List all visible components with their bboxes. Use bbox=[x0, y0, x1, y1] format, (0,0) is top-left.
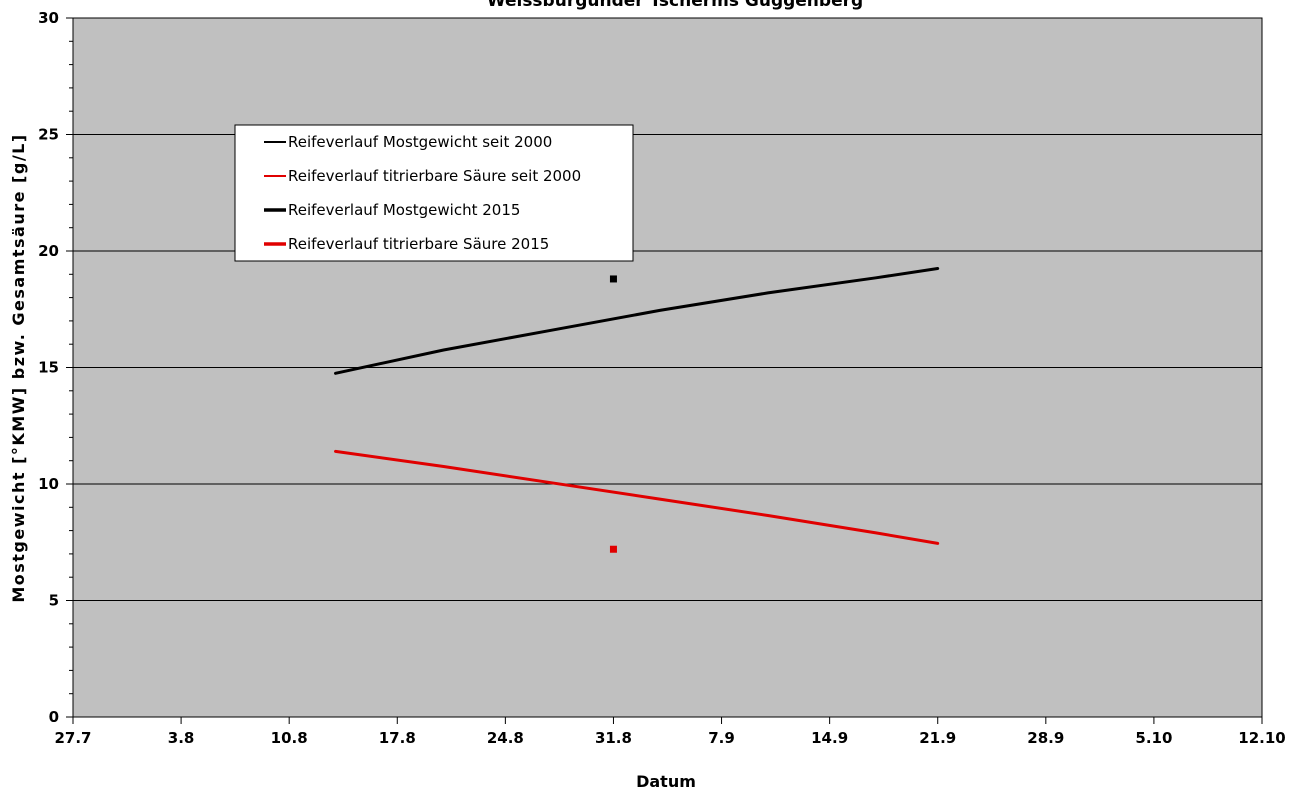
legend: Reifeverlauf Mostgewicht seit 2000 Reifev… bbox=[234, 124, 634, 262]
x-tick-label: 5.10 bbox=[1135, 729, 1172, 747]
y-tick-label: 20 bbox=[38, 242, 59, 260]
x-tick-label: 21.9 bbox=[919, 729, 956, 747]
y-tick-label: 5 bbox=[49, 592, 59, 610]
x-axis-title: Datum bbox=[636, 772, 696, 791]
x-tick-label: 27.7 bbox=[54, 729, 91, 747]
x-tick-label: 31.8 bbox=[595, 729, 632, 747]
y-tick-label: 30 bbox=[38, 9, 59, 27]
series-marker-2 bbox=[609, 275, 617, 283]
chart-title: Weissburgunder Tscherms Guggenberg bbox=[487, 0, 863, 11]
x-tick-label: 3.8 bbox=[168, 729, 195, 747]
x-tick-label: 17.8 bbox=[379, 729, 416, 747]
x-tick-label: 28.9 bbox=[1027, 729, 1064, 747]
tick-labels: 0 5 10 15 20 25 30 27.7 3.8 10.8 17.8 24.8 31.8 7.9 14… bbox=[38, 9, 1286, 747]
axes bbox=[66, 17, 1263, 724]
y-tick-label: 25 bbox=[38, 126, 59, 144]
legend-label: Reifeverlauf Mostgewicht 2015 bbox=[288, 201, 520, 219]
legend-label: Reifeverlauf titrierbare Säure seit 2000 bbox=[288, 167, 581, 185]
x-tick-label: 10.8 bbox=[271, 729, 308, 747]
series-line-1 bbox=[334, 449, 940, 545]
series-line-0 bbox=[334, 267, 940, 375]
x-tick-label: 7.9 bbox=[708, 729, 735, 747]
legend-label: Reifeverlauf Mostgewicht seit 2000 bbox=[288, 133, 552, 151]
legend-box bbox=[234, 124, 634, 262]
x-tick-label: 14.9 bbox=[811, 729, 848, 747]
y-tick-label: 10 bbox=[38, 475, 59, 493]
y-axis-title: Mostgewicht [°KMW] bzw. Gesamtsäure [g/L… bbox=[9, 133, 28, 602]
y-tick-label: 0 bbox=[49, 708, 59, 726]
legend-label: Reifeverlauf titrierbare Säure 2015 bbox=[288, 235, 549, 253]
y-tick-label: 15 bbox=[38, 359, 59, 377]
series-layer bbox=[334, 267, 940, 553]
x-tick-label: 12.10 bbox=[1238, 729, 1285, 747]
series-marker-3 bbox=[609, 545, 617, 553]
x-tick-label: 24.8 bbox=[487, 729, 524, 747]
